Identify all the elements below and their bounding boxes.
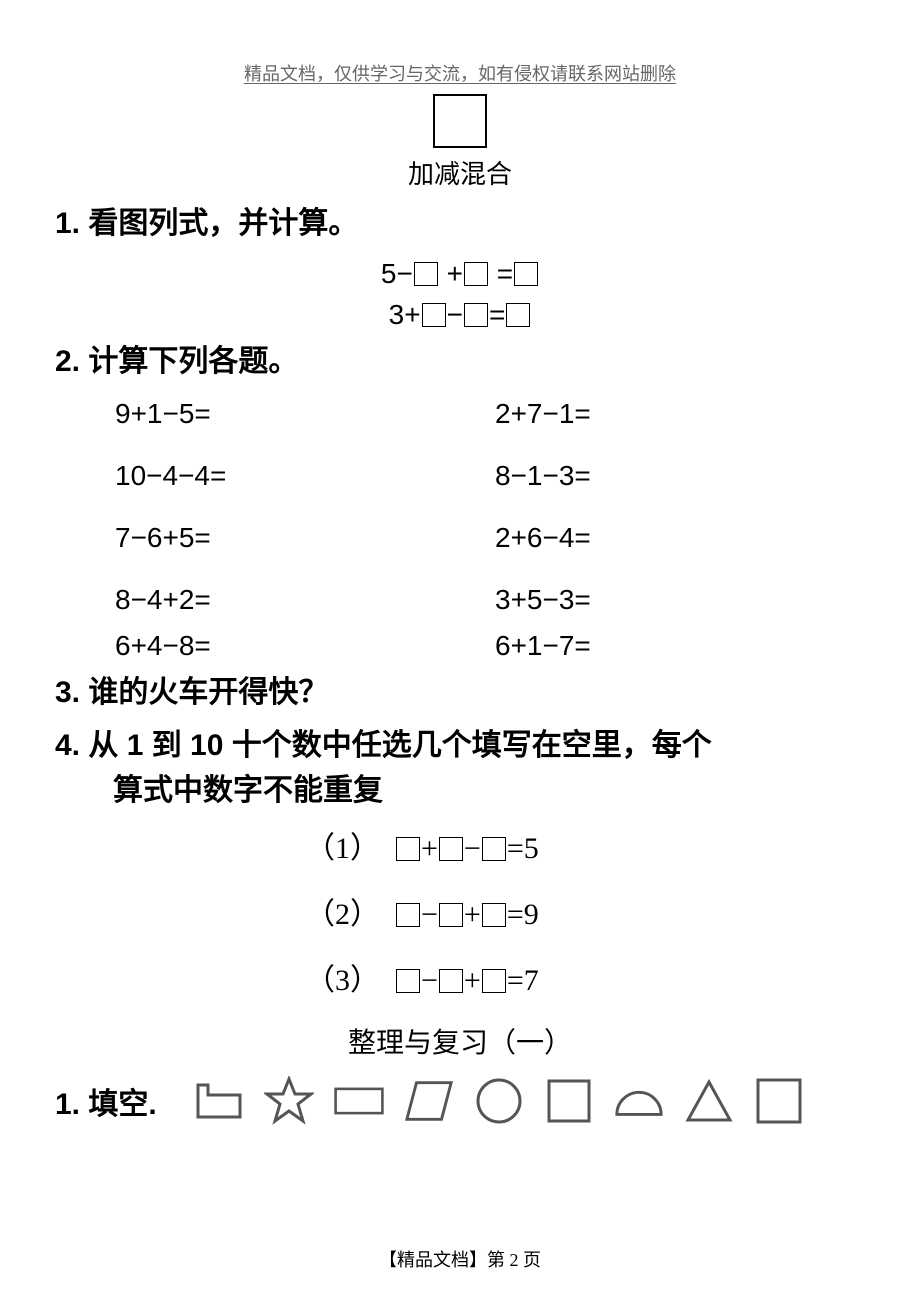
blank-box-icon: [422, 303, 446, 327]
q2-cell: 3+5−3=: [495, 584, 591, 616]
circle-shape-icon: [473, 1075, 525, 1127]
section-subtitle: 加减混合: [55, 154, 865, 191]
flag-shape-icon: [193, 1075, 245, 1127]
blank-box-icon: [439, 837, 463, 861]
blank-box-icon: [414, 262, 438, 286]
q2-cell: 7−6+5=: [115, 522, 495, 554]
fill-heading: 1. 填空.: [55, 1079, 157, 1123]
q4-op: +: [464, 964, 481, 997]
blank-box-icon: [439, 903, 463, 927]
review-title: 整理与复习（一）: [55, 1021, 865, 1061]
q2-cell: 2+6−4=: [495, 522, 591, 554]
q2-cell: 9+1−5=: [115, 398, 495, 430]
q4-equation-2: （2） −+ =9: [55, 889, 865, 933]
q1-equation-1: 5− + =: [55, 254, 865, 295]
q1-equation-2: 3+−=: [55, 295, 865, 336]
q2-row: 10−4−4= 8−1−3=: [115, 460, 865, 492]
q1-heading: 1. 看图列式，并计算。: [55, 201, 865, 246]
q4-heading-line1: 4. 从 1 到 10 十个数中任选几个填写在空里，每个: [55, 723, 865, 768]
top-answer-box-row: [55, 94, 865, 148]
blank-box-icon: [506, 303, 530, 327]
triangle-shape-icon: [683, 1075, 735, 1127]
q4-heading-line2: 算式中数字不能重复: [55, 768, 865, 813]
q2-calc-grid: 9+1−5= 2+7−1= 10−4−4= 8−1−3= 7−6+5= 2+6−…: [115, 398, 865, 662]
q4-equation-1: （1） +−=5: [55, 823, 865, 867]
q2-row: 9+1−5= 2+7−1=: [115, 398, 865, 430]
q3-heading: 3. 谁的火车开得快？: [55, 670, 865, 715]
header-notice: 精品文档，仅供学习与交流，如有侵权请联系网站删除: [55, 60, 865, 86]
blank-box-icon: [396, 903, 420, 927]
blank-box-icon: [464, 262, 488, 286]
square-shape-icon: [543, 1075, 595, 1127]
blank-box-icon: [439, 969, 463, 993]
q4-num: （1）: [305, 832, 380, 865]
q2-row: 8−4+2= 3+5−3=: [115, 584, 865, 616]
blank-box-icon: [482, 837, 506, 861]
shapes-row: 1. 填空.: [55, 1071, 865, 1131]
q4-eq: =9: [507, 898, 539, 931]
q2-cell: 8−4+2=: [115, 584, 495, 616]
q4-eq: =5: [507, 832, 539, 865]
blank-box-icon: [464, 303, 488, 327]
star-shape-icon: [263, 1075, 315, 1127]
q2-cell: 6+4−8=: [115, 630, 495, 662]
shapes-strip: [185, 1071, 813, 1131]
rect-wide-shape-icon: [333, 1075, 385, 1127]
q2-cell: 2+7−1=: [495, 398, 591, 430]
q1-l2-prefix: 3+: [389, 299, 421, 330]
q4-eq: =7: [507, 964, 539, 997]
q2-cell: 8−1−3=: [495, 460, 591, 492]
q1-l1-op2: +: [447, 258, 463, 289]
q2-cell: 10−4−4=: [115, 460, 495, 492]
semicircle-shape-icon: [613, 1075, 665, 1127]
blank-box-icon: [514, 262, 538, 286]
q1-l1-prefix: 5−: [381, 258, 413, 289]
q1-l1-eq: =: [497, 258, 513, 289]
page-footer: 【精品文档】第 2 页: [0, 1246, 920, 1272]
parallelogram-shape-icon: [403, 1075, 455, 1127]
blank-box-icon: [482, 903, 506, 927]
q4-num: （3）: [305, 964, 380, 997]
q4-num: （2）: [305, 898, 380, 931]
answer-box-icon: [433, 94, 487, 148]
q4-op: −: [421, 964, 438, 997]
q4-op: −: [421, 898, 438, 931]
q4-op: −: [464, 832, 481, 865]
q4-op: +: [464, 898, 481, 931]
blank-box-icon: [482, 969, 506, 993]
q4-op: +: [421, 832, 438, 865]
q2-row: 6+4−8= 6+1−7=: [115, 630, 865, 662]
blank-box-icon: [396, 969, 420, 993]
q2-heading: 2. 计算下列各题。: [55, 339, 865, 384]
q2-cell: 6+1−7=: [495, 630, 591, 662]
blank-box-icon: [396, 837, 420, 861]
q1-l2-eq: =: [489, 299, 505, 330]
q4-equation-3: （3） −+ =7: [55, 955, 865, 999]
q1-l2-op2: −: [447, 299, 463, 330]
square2-shape-icon: [753, 1075, 805, 1127]
q2-row: 7−6+5= 2+6−4=: [115, 522, 865, 554]
